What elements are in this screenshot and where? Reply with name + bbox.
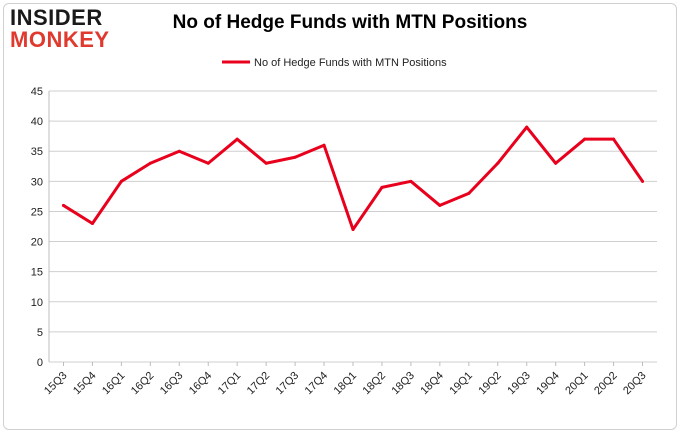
x-tick-label: 16Q3: [158, 370, 186, 398]
data-point: [525, 125, 529, 129]
data-point: [264, 161, 268, 165]
data-point: [322, 143, 326, 147]
series-line: [61, 125, 645, 232]
x-tick-label: 17Q1: [216, 370, 244, 398]
x-tick-label: 15Q3: [42, 370, 70, 398]
y-tick-label: 35: [31, 146, 43, 158]
x-tick-label: 16Q4: [187, 370, 215, 398]
data-point: [293, 155, 297, 159]
x-tick-label: 18Q3: [390, 370, 418, 398]
series-layer: [61, 125, 645, 232]
data-point: [438, 203, 442, 207]
x-tick-label: 17Q2: [245, 370, 273, 398]
logo-line-2: MONKEY: [10, 27, 110, 52]
y-tick-label: 5: [37, 327, 43, 339]
data-point: [206, 161, 210, 165]
x-tick-label: 17Q4: [303, 370, 331, 398]
data-point: [612, 137, 616, 141]
insider-monkey-logo: INSIDER MONKEY: [10, 6, 130, 56]
x-tick-label: 15Q4: [71, 370, 99, 398]
x-tick-label: 18Q4: [418, 370, 446, 398]
x-tick-label: 20Q3: [621, 370, 649, 398]
legend-label: No of Hedge Funds with MTN Positions: [254, 57, 447, 69]
logo-line-1: INSIDER: [10, 5, 103, 30]
x-tick-label: 20Q1: [563, 370, 591, 398]
y-tick-label: 10: [31, 297, 43, 309]
y-tick-label: 0: [37, 357, 43, 369]
y-tick-label: 45: [31, 86, 43, 98]
x-tick-label: 17Q3: [274, 370, 302, 398]
legend: No of Hedge Funds with MTN Positions: [222, 57, 447, 69]
x-tick-label: 18Q1: [332, 370, 360, 398]
data-point: [148, 161, 152, 165]
data-point: [235, 137, 239, 141]
x-tick-label: 19Q1: [447, 370, 475, 398]
data-point: [380, 185, 384, 189]
data-point: [119, 179, 123, 183]
x-tick-label: 19Q2: [476, 370, 504, 398]
chart-title: No of Hedge Funds with MTN Positions: [172, 12, 528, 33]
data-point: [583, 137, 587, 141]
chart-frame: [3, 3, 677, 430]
x-tick-label: 19Q3: [505, 370, 533, 398]
y-tick-label: 30: [31, 176, 43, 188]
x-tick-label: 19Q4: [534, 370, 562, 398]
x-axis-ticks: 15Q3 15Q4 16Q1 16Q2 16Q3 16Q4 17Q1 17Q2 17Q3 17Q4…: [42, 362, 649, 397]
x-tick-label: 20Q2: [592, 370, 620, 398]
x-tick-label: 16Q2: [129, 370, 157, 398]
y-tick-label: 25: [31, 206, 43, 218]
data-point: [351, 228, 355, 232]
y-tick-label: 20: [31, 237, 43, 249]
data-point: [496, 161, 500, 165]
data-point: [641, 179, 645, 183]
y-tick-label: 40: [31, 116, 43, 128]
data-point: [467, 191, 471, 195]
data-point: [177, 149, 181, 153]
x-tick-label: 16Q1: [100, 370, 128, 398]
data-point: [90, 221, 94, 225]
data-point: [554, 161, 558, 165]
data-point: [409, 179, 413, 183]
data-point: [61, 203, 65, 207]
y-tick-label: 15: [31, 267, 43, 279]
y-axis-ticks: 0 5 10 15 20 25 30 35 40 45: [31, 86, 43, 369]
x-tick-label: 18Q2: [361, 370, 389, 398]
